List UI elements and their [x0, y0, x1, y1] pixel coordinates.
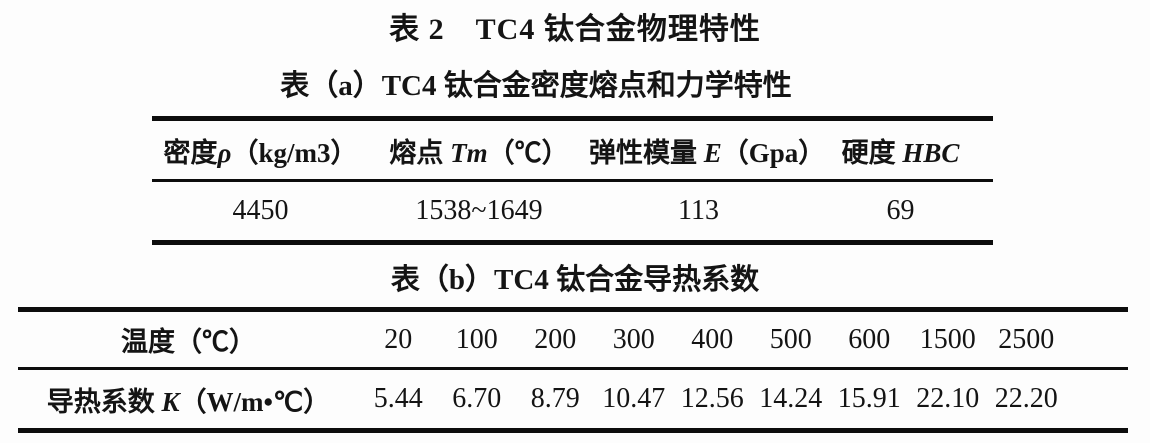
header-label-text: 弹性模量 — [589, 137, 704, 168]
conductivity-value: 8.79 — [530, 383, 580, 414]
temperature-value: 500 — [769, 323, 812, 355]
header-unit-text: （kg/m3） — [231, 137, 358, 168]
table-b-temperature-row: 温度（℃） 20 100 200 300 400 500 600 1500 25… — [18, 312, 1128, 370]
density-value: 4450 — [232, 195, 289, 226]
temperature-value: 600 — [848, 323, 891, 355]
table-b: 温度（℃） 20 100 200 300 400 500 600 1500 25… — [18, 307, 1128, 433]
temperature-value: 2500 — [998, 323, 1055, 355]
hardness-value: 69 — [886, 195, 915, 226]
conductivity-value: 12.56 — [680, 383, 744, 414]
symbol-k: K — [161, 386, 180, 417]
header-unit-text: （Gpa） — [721, 137, 826, 168]
conductivity-value: 10.47 — [602, 383, 666, 414]
row-label-text: 温度 — [121, 327, 175, 357]
conductivity-value: 5.44 — [373, 383, 423, 414]
conductivity-value: 15.91 — [837, 383, 901, 414]
table-a-header-hardness: 硬度 HBC — [808, 131, 993, 170]
table-b-conductivity-row: 导热系数 K（W/m•℃） 5.44 6.70 8.79 10.47 12.56… — [18, 370, 1128, 428]
melting-point-value: 1538~1649 — [415, 195, 543, 226]
table-a-header-row: 密度ρ（kg/m3） 熔点 Tm（℃） 弹性模量 E（Gpa） 硬度 HBC — [152, 121, 993, 182]
table-a-header-melting-point: 熔点 Tm（℃） — [369, 131, 589, 170]
row-label-text: 导热系数 — [46, 386, 162, 417]
conductivity-value: 14.24 — [759, 383, 823, 414]
temperature-value: 300 — [612, 323, 655, 355]
elastic-modulus-value: 113 — [678, 195, 719, 226]
conductivity-row-label: 导热系数 K（W/m•℃） — [18, 380, 359, 419]
temperature-row-label: 温度（℃） — [18, 320, 359, 359]
symbol-rho: ρ — [217, 137, 232, 168]
header-label-text: 密度 — [163, 137, 218, 168]
table-a-header-elastic-modulus: 弹性模量 E（Gpa） — [589, 131, 825, 170]
table-b-caption: 表（b）TC4 钛合金导热系数 — [390, 264, 760, 296]
row-unit-text: （W/m•℃） — [179, 386, 331, 417]
temperature-value: 1500 — [919, 323, 976, 355]
header-unit-text: （℃） — [487, 137, 569, 168]
header-label-text: 熔点 — [389, 137, 451, 168]
symbol-hbc: HBC — [902, 137, 960, 168]
temperature-value: 400 — [691, 323, 734, 355]
table-a: 密度ρ（kg/m3） 熔点 Tm（℃） 弹性模量 E（Gpa） 硬度 HBC 4… — [152, 116, 993, 245]
table-2-title: 表 2 TC4 钛合金物理特性 — [389, 13, 761, 46]
table-a-value-row: 4450 1538~1649 113 69 — [152, 182, 993, 240]
temperature-value: 20 — [384, 323, 413, 355]
conductivity-value: 6.70 — [452, 383, 502, 414]
table-a-caption: 表（a）TC4 钛合金密度熔点和力学特性 — [280, 70, 792, 102]
conductivity-value: 22.10 — [916, 383, 980, 414]
conductivity-value: 22.20 — [994, 383, 1058, 414]
temperature-value: 200 — [534, 323, 577, 355]
row-unit-text: （℃） — [175, 327, 256, 357]
temperature-value: 100 — [455, 323, 498, 355]
table-a-header-density: 密度ρ（kg/m3） — [152, 131, 369, 170]
symbol-tm: Tm — [450, 137, 488, 168]
header-label-text: 硬度 — [841, 137, 903, 168]
symbol-e: E — [703, 137, 722, 168]
